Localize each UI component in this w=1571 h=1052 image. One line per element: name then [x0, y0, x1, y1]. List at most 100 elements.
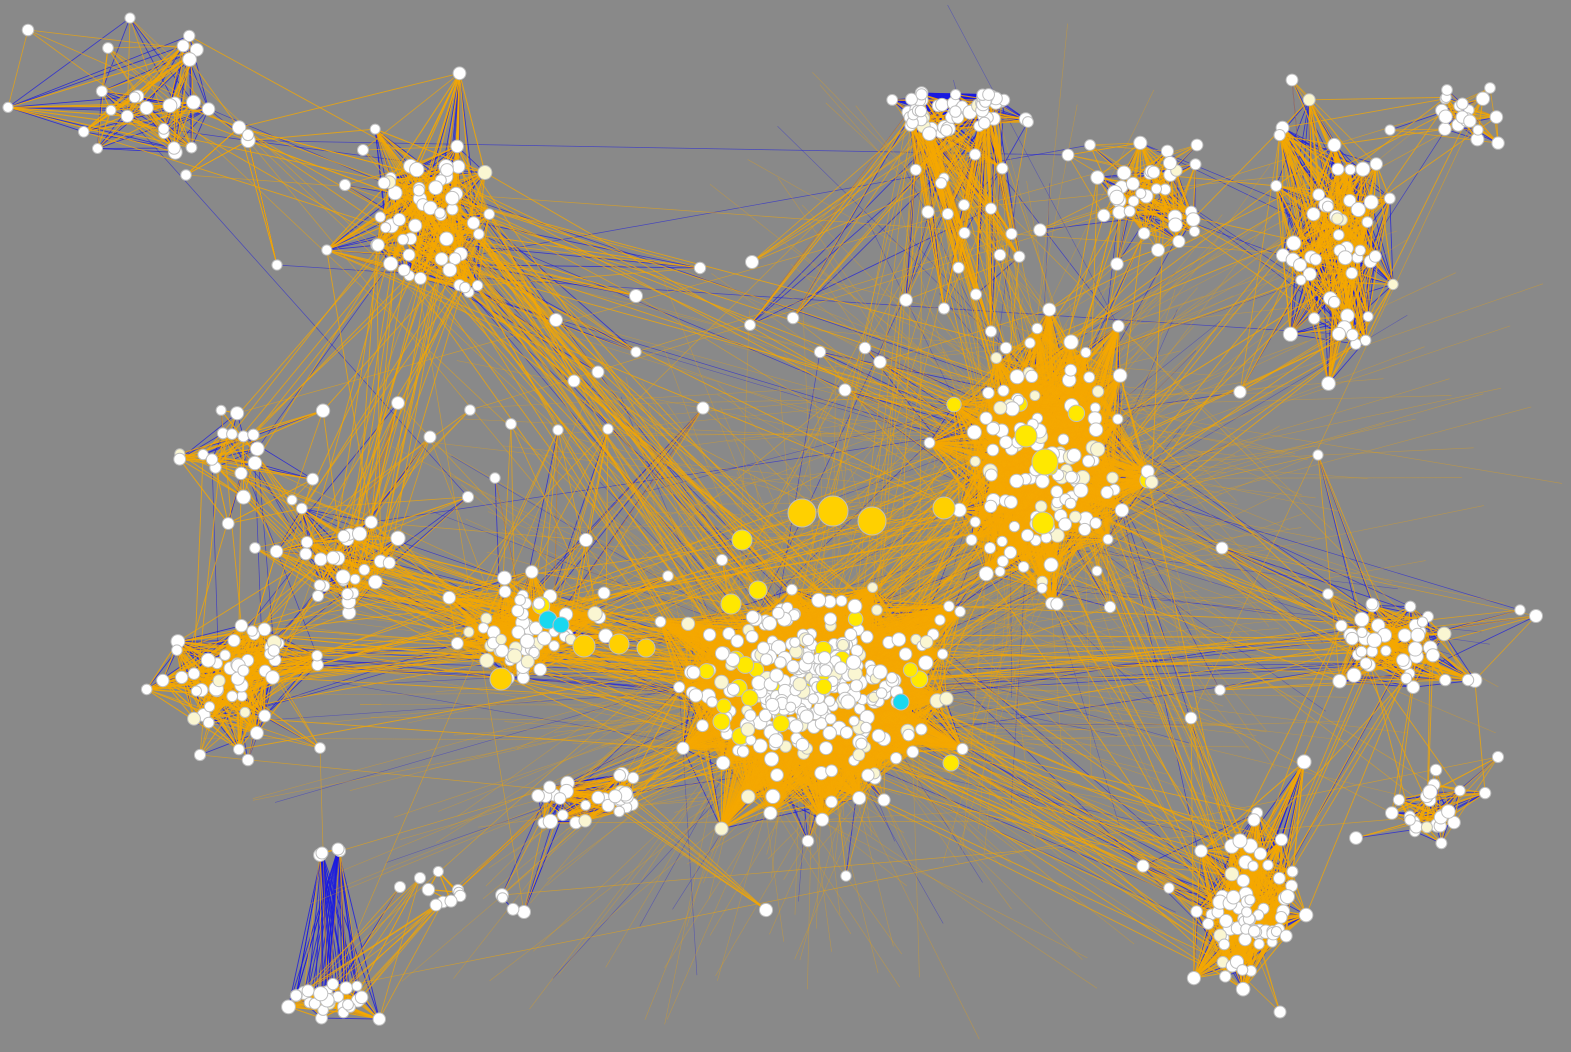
graph-node[interactable] — [1219, 913, 1233, 928]
graph-node[interactable] — [597, 586, 611, 600]
graph-node[interactable] — [852, 791, 867, 806]
graph-node[interactable] — [517, 905, 531, 919]
graph-node[interactable] — [1214, 684, 1226, 696]
graph-node[interactable] — [984, 499, 998, 514]
graph-node[interactable] — [745, 734, 757, 746]
graph-node[interactable] — [914, 104, 928, 118]
graph-node[interactable] — [532, 597, 546, 610]
graph-node[interactable] — [21, 23, 35, 37]
graph-node[interactable] — [354, 990, 369, 1005]
graph-node[interactable] — [528, 646, 540, 659]
graph-node[interactable] — [1331, 212, 1344, 225]
graph-node[interactable] — [602, 423, 614, 435]
graph-node[interactable] — [898, 647, 913, 661]
graph-node[interactable] — [871, 728, 886, 743]
graph-node[interactable] — [1017, 561, 1030, 573]
graph-node[interactable] — [1226, 889, 1241, 905]
graph-node[interactable] — [875, 687, 888, 699]
graph-node[interactable] — [315, 846, 329, 860]
graph-node[interactable] — [1029, 390, 1041, 402]
graph-node[interactable] — [1219, 970, 1232, 983]
graph-node[interactable] — [923, 436, 936, 449]
graph-node[interactable] — [915, 723, 928, 736]
graph-node[interactable] — [241, 128, 255, 142]
graph-node[interactable] — [1327, 137, 1342, 153]
graph-node[interactable] — [258, 709, 272, 723]
graph-node[interactable] — [725, 652, 741, 668]
graph-node[interactable] — [1392, 793, 1406, 807]
graph-node[interactable] — [239, 706, 251, 719]
graph-node[interactable] — [1224, 866, 1240, 882]
graph-node[interactable] — [969, 288, 983, 301]
graph-node[interactable] — [1365, 597, 1379, 611]
graph-node[interactable] — [847, 598, 863, 614]
graph-node[interactable] — [265, 670, 280, 685]
graph-node[interactable] — [922, 126, 937, 142]
graph-node[interactable] — [1162, 155, 1178, 171]
graph-node[interactable] — [1247, 860, 1259, 872]
graph-node[interactable] — [496, 892, 509, 904]
graph-node[interactable] — [1082, 454, 1095, 468]
graph-node[interactable] — [698, 663, 715, 680]
graph-node[interactable] — [542, 813, 559, 830]
graph-node[interactable] — [936, 648, 949, 660]
graph-node[interactable] — [249, 542, 261, 554]
graph-node[interactable] — [867, 582, 879, 593]
graph-node[interactable] — [1472, 124, 1484, 136]
graph-node[interactable] — [943, 600, 955, 613]
graph-node[interactable] — [909, 163, 922, 176]
graph-node[interactable] — [1404, 814, 1416, 826]
graph-node[interactable] — [1136, 859, 1150, 873]
graph-node[interactable] — [1456, 97, 1469, 110]
graph-node[interactable] — [349, 573, 361, 585]
graph-node[interactable] — [1321, 376, 1336, 391]
graph-node[interactable] — [1004, 495, 1018, 510]
graph-node[interactable] — [997, 384, 1010, 397]
graph-node[interactable] — [1112, 413, 1124, 425]
graph-node[interactable] — [1088, 422, 1104, 438]
graph-node[interactable] — [221, 517, 235, 530]
graph-node[interactable] — [464, 404, 476, 416]
graph-node[interactable] — [716, 698, 732, 714]
gold-hub-10[interactable] — [572, 634, 596, 658]
graph-node[interactable] — [1461, 673, 1475, 687]
graph-node[interactable] — [1064, 497, 1077, 510]
graph-node[interactable] — [1321, 200, 1334, 213]
graph-node[interactable] — [587, 606, 603, 622]
graph-node[interactable] — [899, 293, 913, 307]
graph-node[interactable] — [993, 248, 1007, 262]
graph-node[interactable] — [702, 628, 717, 642]
graph-node[interactable] — [236, 690, 248, 702]
graph-node[interactable] — [306, 472, 320, 486]
graph-node[interactable] — [873, 355, 887, 369]
graph-node[interactable] — [1312, 449, 1324, 461]
graph-node[interactable] — [1309, 253, 1322, 266]
graph-node[interactable] — [785, 701, 797, 713]
graph-node[interactable] — [1397, 628, 1413, 643]
graph-node[interactable] — [175, 670, 189, 685]
graph-node[interactable] — [934, 614, 946, 626]
graph-node[interactable] — [1441, 804, 1456, 819]
graph-node[interactable] — [765, 788, 781, 805]
graph-node[interactable] — [1274, 833, 1289, 847]
graph-node[interactable] — [1273, 129, 1286, 142]
graph-node[interactable] — [849, 679, 863, 693]
graph-node[interactable] — [1384, 124, 1396, 136]
graph-node[interactable] — [858, 341, 872, 355]
graph-node[interactable] — [919, 635, 934, 649]
graph-node[interactable] — [819, 741, 833, 756]
graph-node[interactable] — [1215, 541, 1229, 555]
graph-node[interactable] — [156, 673, 170, 688]
graph-node[interactable] — [822, 725, 837, 741]
graph-node[interactable] — [439, 231, 454, 247]
graph-node[interactable] — [886, 671, 898, 684]
graph-node[interactable] — [801, 834, 815, 848]
graph-node[interactable] — [1436, 626, 1452, 642]
graph-node[interactable] — [1337, 250, 1353, 266]
graph-node[interactable] — [693, 261, 707, 275]
graph-node[interactable] — [751, 675, 767, 691]
graph-node[interactable] — [824, 713, 837, 725]
graph-node[interactable] — [1331, 162, 1345, 176]
graph-node[interactable] — [823, 612, 838, 626]
graph-node[interactable] — [1050, 597, 1064, 611]
